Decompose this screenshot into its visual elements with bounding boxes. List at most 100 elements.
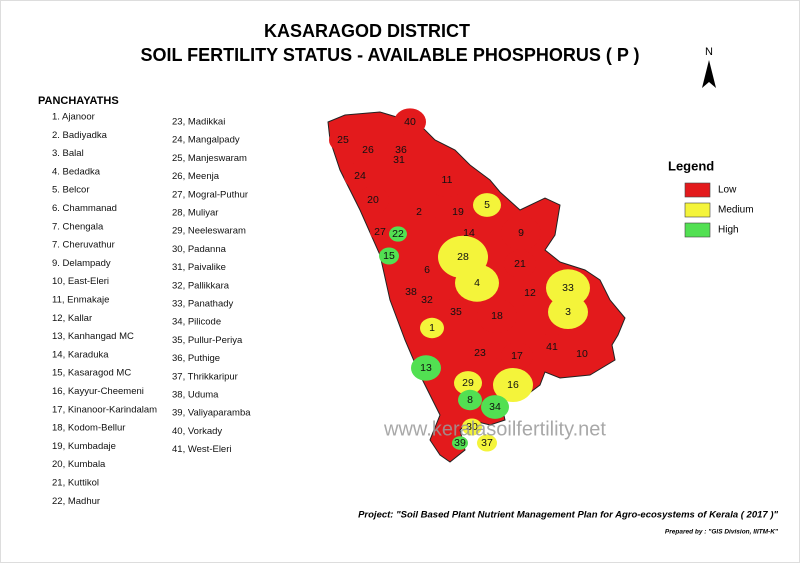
- legend-label: High: [718, 225, 739, 236]
- legend-swatch: [684, 202, 711, 218]
- region-low: [501, 342, 533, 370]
- north-arrow: [702, 60, 716, 88]
- panchayath-name: 37, Thrikkaripur: [172, 371, 238, 382]
- region-low: [413, 258, 441, 282]
- region-label: 18: [491, 310, 503, 322]
- panchayath-name: 18, Kodom-Bellur: [52, 423, 125, 434]
- panchayath-name: 28, Muliyar: [172, 208, 218, 219]
- prepared-by: Prepared by : "GIS Division, IIITM-K": [665, 529, 779, 536]
- region-medium: [455, 264, 499, 302]
- region-label: 12: [524, 287, 536, 299]
- region-label: 34: [489, 401, 501, 413]
- region-label: 17: [511, 350, 523, 362]
- panchayath-name: 13, Kanhangad MC: [52, 331, 134, 342]
- region-label: 32: [421, 294, 433, 306]
- region-label: 1: [429, 322, 435, 334]
- panchayath-name: 32, Pallikkara: [172, 280, 230, 291]
- panchayath-name: 41, West-Eleri: [172, 444, 231, 455]
- region-high: [411, 355, 441, 381]
- region-label: 6: [424, 264, 430, 276]
- region-label: 14: [463, 227, 475, 239]
- region-label: 16: [507, 379, 519, 391]
- panchayath-name: 34, Pilicode: [172, 317, 221, 328]
- region-medium: [473, 193, 501, 217]
- panchayath-name: 1. Ajanoor: [52, 112, 95, 123]
- north-label: N: [705, 46, 713, 58]
- region-label: 2: [416, 206, 422, 218]
- region-low: [477, 299, 517, 333]
- region-high: [452, 436, 468, 450]
- panchayath-name: 16, Kayyur-Cheemeni: [52, 386, 144, 397]
- panchayath-name: 35, Pullur-Periya: [172, 335, 243, 346]
- watermark: www.keralasoilfertility.net: [383, 418, 606, 440]
- legend-swatch: [684, 182, 711, 198]
- region-low: [385, 148, 413, 172]
- region-label: 35: [450, 306, 462, 318]
- region-label: 29: [462, 377, 474, 389]
- region-label: 13: [420, 362, 432, 374]
- panchayath-name: 38, Uduma: [172, 390, 219, 401]
- region-medium: [420, 317, 444, 339]
- list-heading: PANCHAYATHS: [38, 95, 119, 107]
- panchayath-name: 5. Belcor: [52, 185, 90, 196]
- region-label: 31: [393, 154, 405, 166]
- region-low: [417, 291, 437, 309]
- region-label: 8: [467, 394, 473, 406]
- region-label: 26: [362, 144, 374, 156]
- region-low: [344, 162, 376, 190]
- subtitle: SOIL FERTILITY STATUS - AVAILABLE PHOSPH…: [140, 45, 639, 65]
- panchayath-name: 17, Kinanoor-Karindalam: [52, 404, 157, 415]
- region-low: [514, 279, 546, 307]
- region-label: 10: [576, 348, 588, 360]
- region-low: [440, 298, 472, 326]
- region-label: 22: [392, 228, 404, 240]
- panchayath-name: 7. Chengala: [52, 221, 104, 232]
- region-medium: [462, 418, 482, 436]
- region-label: 11: [442, 174, 453, 186]
- region-low: [329, 128, 357, 152]
- region-label: 38: [405, 286, 417, 298]
- region-label: 21: [514, 258, 526, 270]
- title: KASARAGOD DISTRICT: [264, 21, 470, 41]
- panchayath-name: 25, Manjeswaram: [172, 153, 247, 164]
- region-low: [394, 108, 426, 136]
- legend-title: Legend: [668, 158, 714, 173]
- panchayath-name: 40, Vorkady: [172, 426, 222, 437]
- region-label: 9: [518, 227, 524, 239]
- panchayath-name: 39, Valiyaparamba: [172, 408, 251, 419]
- region-label: 25: [337, 134, 349, 146]
- panchayath-name: 6. Chammanad: [52, 203, 117, 214]
- region-high: [379, 247, 399, 265]
- region-low: [357, 186, 389, 214]
- panchayath-name: 2. Badiyadka: [52, 130, 108, 141]
- panchayath-name: 20, Kumbala: [52, 459, 106, 470]
- region-label: 24: [354, 170, 366, 182]
- project-note: Project: "Soil Based Plant Nutrient Mana…: [358, 510, 778, 521]
- panchayath-name: 4. Bedadka: [52, 166, 101, 177]
- panchayath-name: 24, Mangalpady: [172, 135, 240, 146]
- panchayath-name: 30, Padanna: [172, 244, 227, 255]
- region-low: [564, 338, 600, 370]
- region-label: 28: [457, 251, 469, 263]
- panchayath-name: 36, Puthige: [172, 353, 220, 364]
- panchayath-name: 3. Balal: [52, 148, 84, 159]
- region-low: [444, 200, 472, 224]
- region-label: 41: [546, 341, 558, 353]
- region-medium: [548, 295, 588, 329]
- region-low: [504, 250, 536, 278]
- panchayath-name: 29, Neeleswaram: [172, 226, 246, 237]
- legend-swatch: [684, 222, 711, 238]
- region-low: [501, 216, 541, 250]
- region-label: 15: [383, 250, 395, 262]
- panchayath-name: 21, Kuttikol: [52, 478, 99, 489]
- region-high: [481, 395, 509, 419]
- region-low: [401, 196, 437, 228]
- panchayath-name: 10, East-Eleri: [52, 276, 109, 287]
- panchayath-name: 14, Karaduka: [52, 349, 109, 360]
- panchayath-name: 9. Delampady: [52, 258, 111, 269]
- region-medium: [454, 371, 482, 395]
- panchayath-name: 31, Paivalike: [172, 262, 226, 273]
- region-label: 30: [466, 421, 478, 433]
